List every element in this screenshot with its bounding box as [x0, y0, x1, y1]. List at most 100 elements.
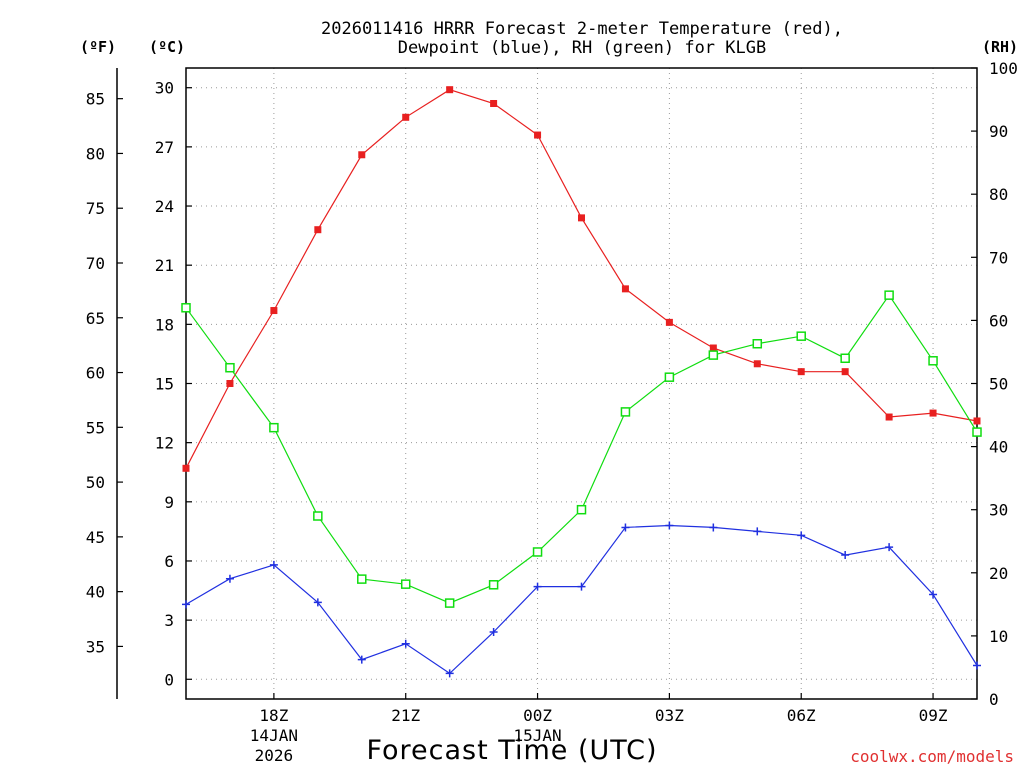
date-label-year: 2026 [255, 746, 294, 765]
celsius-tick-label: 6 [164, 552, 174, 571]
fahrenheit-tick-label: 80 [86, 144, 105, 163]
rh-tick-label: 40 [989, 438, 1008, 457]
dewpoint-point [973, 661, 981, 670]
temperature-point [182, 464, 190, 472]
fahrenheit-unit-label: (ºF) [80, 38, 116, 56]
x-tick-label: 06Z [787, 706, 816, 725]
dewpoint-point [621, 523, 630, 532]
dewpoint-point [313, 598, 322, 607]
labels-layer: 35 40 45 50 55 60 65 70 75 80 85 0 3 6 9 12 15 18 21 24 27 30… [86, 59, 1018, 765]
temperature-point [929, 409, 937, 417]
rh-point [532, 547, 543, 557]
rh-tick-label: 50 [989, 375, 1008, 394]
dewpoint-point [182, 600, 190, 609]
x-tick-label: 09Z [919, 706, 948, 725]
rh-point [708, 350, 719, 360]
temperature-point [973, 417, 981, 425]
temperature-point [753, 360, 761, 368]
celsius-tick-label: 18 [155, 315, 174, 334]
rh-point [840, 353, 850, 364]
temperature-point [621, 285, 629, 293]
dewpoint-point [269, 560, 278, 569]
fahrenheit-tick-label: 40 [86, 583, 105, 602]
rh-tick-label: 70 [989, 248, 1008, 267]
temperature-point [490, 99, 498, 107]
rh-point [444, 598, 455, 608]
fahrenheit-tick-label: 55 [86, 418, 105, 437]
rh-tick-label: 20 [989, 564, 1008, 583]
celsius-unit-label: (ºC) [149, 38, 185, 56]
dewpoint-point [445, 669, 454, 678]
rh-point [313, 511, 323, 521]
temperature-point [226, 380, 234, 387]
temperature-point [578, 214, 585, 222]
axes-layer [116, 67, 978, 700]
temperature-point [446, 86, 454, 94]
rh-tick-label: 80 [989, 185, 1008, 204]
chart-title-line2: Dewpoint (blue), RH (green) for KLGB [398, 38, 766, 58]
celsius-tick-label: 21 [155, 256, 174, 275]
celsius-tick-label: 24 [155, 197, 174, 216]
source-credit: coolwx.com/models [850, 747, 1014, 766]
rh-point [796, 331, 806, 341]
dewpoint-point [357, 655, 366, 664]
date-label-day: 14JAN [250, 726, 298, 745]
chart-title-line1: 2026011416 HRRR Forecast 2-meter Tempera… [321, 19, 843, 39]
temperature-point [665, 318, 673, 326]
x-tick-label: 03Z [655, 706, 684, 725]
fahrenheit-tick-label: 65 [86, 309, 105, 328]
rh-point [884, 290, 894, 300]
dewpoint-point [577, 582, 586, 591]
fahrenheit-tick-label: 85 [86, 90, 105, 109]
dewpoint-line [185, 524, 978, 675]
rh-tick-label: 30 [989, 501, 1008, 520]
rh-point [752, 338, 763, 349]
dewpoint-point [885, 543, 894, 552]
x-tick-label: 18Z [259, 706, 288, 725]
dewpoint-point [489, 627, 498, 636]
rh-point [488, 580, 499, 590]
series-layer [181, 86, 982, 678]
temperature-point [709, 344, 717, 352]
celsius-tick-label: 27 [155, 138, 174, 157]
dewpoint-point [753, 527, 762, 536]
date-label-day: 15JAN [513, 726, 561, 745]
dewpoint-point [841, 551, 850, 560]
rh-line [185, 294, 978, 604]
rh-tick-label: 0 [989, 690, 999, 709]
celsius-tick-label: 0 [164, 670, 174, 689]
rh-point [664, 372, 675, 382]
rh-point [400, 579, 411, 589]
celsius-tick-label: 3 [164, 611, 174, 630]
celsius-tick-label: 15 [155, 375, 174, 394]
rh-unit-label: (RH) [982, 38, 1018, 56]
temperature-point [797, 368, 805, 376]
temperature-point [270, 307, 278, 315]
rh-point [269, 422, 279, 433]
dewpoint-point [929, 590, 938, 599]
fahrenheit-tick-label: 35 [86, 637, 105, 656]
x-axis-title: Forecast Time (UTC) [366, 735, 657, 766]
celsius-tick-label: 30 [155, 79, 174, 98]
fahrenheit-tick-label: 45 [86, 528, 105, 547]
fahrenheit-tick-label: 60 [86, 364, 105, 383]
rh-point [972, 427, 982, 437]
rh-point [620, 407, 631, 417]
fahrenheit-tick-label: 50 [86, 473, 105, 492]
temperature-point [885, 413, 893, 421]
dewpoint-point [797, 531, 806, 540]
x-tick-label: 21Z [391, 706, 420, 725]
dewpoint-point [401, 639, 410, 648]
dewpoint-point [225, 574, 234, 583]
fahrenheit-tick-label: 75 [86, 199, 105, 218]
dewpoint-point [533, 582, 542, 591]
rh-tick-label: 90 [989, 122, 1008, 141]
rh-point [181, 303, 191, 313]
rh-tick-label: 60 [989, 311, 1008, 330]
temperature-point [358, 151, 366, 159]
celsius-tick-label: 12 [155, 434, 174, 453]
temperature-point [841, 368, 849, 376]
temperature-point [402, 113, 410, 121]
x-tick-label: 00Z [523, 706, 552, 725]
